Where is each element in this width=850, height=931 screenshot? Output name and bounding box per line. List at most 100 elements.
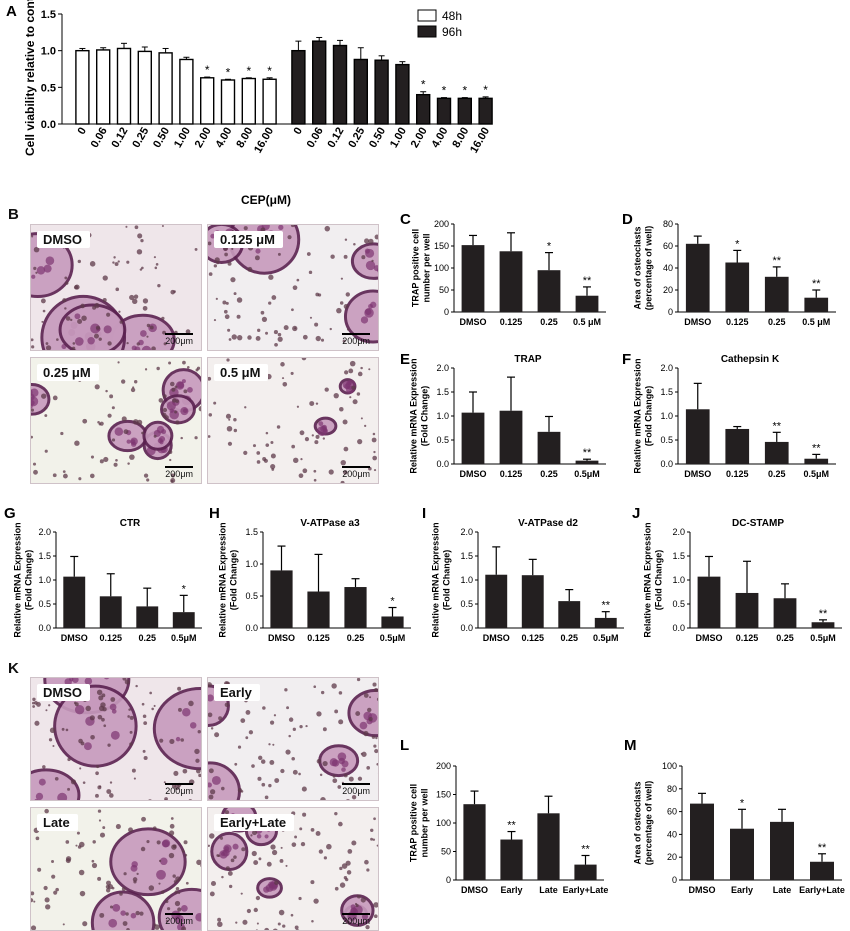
- cell-dot: [300, 430, 305, 435]
- cell-dot: [121, 379, 125, 383]
- nucleus: [169, 409, 173, 413]
- cell-dot: [70, 319, 72, 321]
- cell-dot: [222, 300, 226, 304]
- cell-dot: [271, 295, 276, 300]
- cell-dot: [198, 730, 201, 733]
- panel-letter-b: B: [8, 206, 19, 223]
- cell-dot: [149, 885, 154, 890]
- y-axis-title: (Fold Change): [442, 550, 452, 611]
- cell-dot: [259, 857, 262, 860]
- cell-dot: [175, 890, 178, 893]
- scale-bar: 200μm: [165, 783, 193, 796]
- x-tick-label: 0.125: [99, 633, 122, 643]
- cell-dot: [142, 703, 145, 706]
- cell-dot: [357, 439, 362, 444]
- cell-dot: [233, 418, 236, 421]
- x-tick-label: 0.5μM: [171, 633, 197, 643]
- significance-mark: *: [740, 797, 745, 809]
- significance-mark: *: [205, 63, 210, 77]
- cell-dot: [44, 809, 49, 814]
- y-tick-label: 0.0: [672, 623, 685, 633]
- x-tick-label: 0.25: [768, 317, 786, 327]
- cell-dot: [67, 758, 70, 761]
- cell-dot: [268, 301, 271, 304]
- y-tick-label: 200: [436, 761, 451, 771]
- nucleus: [131, 865, 138, 872]
- cell-dot: [225, 314, 230, 319]
- cell-dot: [337, 785, 341, 789]
- cell-dot: [99, 913, 104, 918]
- y-axis-title: Area of osteoclasts: [633, 226, 643, 309]
- cell-dot: [63, 923, 65, 925]
- cell-dot: [210, 892, 215, 897]
- panel-letter: F: [622, 351, 631, 368]
- cell-dot: [221, 787, 225, 791]
- cell-dot: [35, 272, 37, 274]
- cell-dot: [332, 778, 337, 783]
- micrograph-label: Late: [37, 814, 78, 831]
- cell-dot: [163, 394, 167, 398]
- cell-dot: [168, 361, 171, 364]
- nucleus: [75, 337, 84, 346]
- cell-dot: [350, 361, 356, 367]
- cell-dot: [257, 460, 261, 464]
- legend-swatch: [418, 26, 436, 37]
- cell-dot: [244, 406, 246, 408]
- cell-dot: [313, 898, 318, 903]
- y-axis-title: Relative mRNA Expression: [13, 522, 23, 637]
- cell-dot: [265, 443, 269, 447]
- cell-dot: [321, 691, 324, 694]
- cell-dot: [178, 708, 182, 712]
- y-tick-label: 60: [667, 807, 677, 817]
- cell-dot: [48, 704, 50, 706]
- scale-bar-line: [342, 913, 370, 915]
- cell-dot: [170, 290, 175, 295]
- cell-dot: [196, 860, 201, 865]
- cell-dot: [115, 288, 119, 292]
- panel-letter: L: [400, 737, 409, 754]
- cell-dot: [198, 774, 202, 778]
- cell-dot: [65, 281, 68, 284]
- cell-dot: [268, 743, 270, 745]
- bar: [354, 59, 367, 124]
- cell-dot: [175, 386, 178, 389]
- cell-dot: [64, 307, 66, 309]
- bar: [812, 622, 835, 628]
- cell-dot: [316, 711, 321, 716]
- x-tick-label: 0.5μM: [574, 469, 600, 479]
- cell-dot: [72, 347, 75, 350]
- cell-dot: [228, 262, 232, 266]
- cell-dot: [237, 315, 241, 319]
- cell-dot: [345, 878, 348, 881]
- chart-title: TRAP: [514, 354, 542, 365]
- bar: [438, 98, 451, 124]
- cell-dot: [117, 361, 119, 363]
- cell-dot: [52, 745, 54, 747]
- bar: [500, 840, 522, 880]
- cell-dot: [329, 469, 334, 474]
- cell-dot: [309, 401, 314, 406]
- x-tick-label: DMSO: [684, 469, 711, 479]
- nucleus: [338, 758, 345, 765]
- cell-dot: [109, 793, 114, 798]
- nucleus: [257, 834, 262, 839]
- cell-dot: [78, 477, 81, 480]
- cell-dot: [231, 858, 235, 862]
- cell-dot: [305, 437, 309, 441]
- x-tick-label: 0.25: [346, 126, 367, 151]
- cell-dot: [63, 470, 66, 473]
- cell-dot: [154, 705, 156, 707]
- y-tick-label: 1.0: [672, 575, 685, 585]
- x-tick-label: 0.125: [500, 469, 523, 479]
- x-tick-label: DMSO: [684, 317, 711, 327]
- cell-dot: [281, 847, 283, 849]
- cell-dot: [262, 457, 266, 461]
- cell-dot: [253, 860, 258, 865]
- cell-dot: [372, 683, 376, 687]
- cell-dot: [368, 368, 370, 370]
- cell-dot: [302, 468, 307, 473]
- scale-bar-text: 200μm: [342, 916, 370, 926]
